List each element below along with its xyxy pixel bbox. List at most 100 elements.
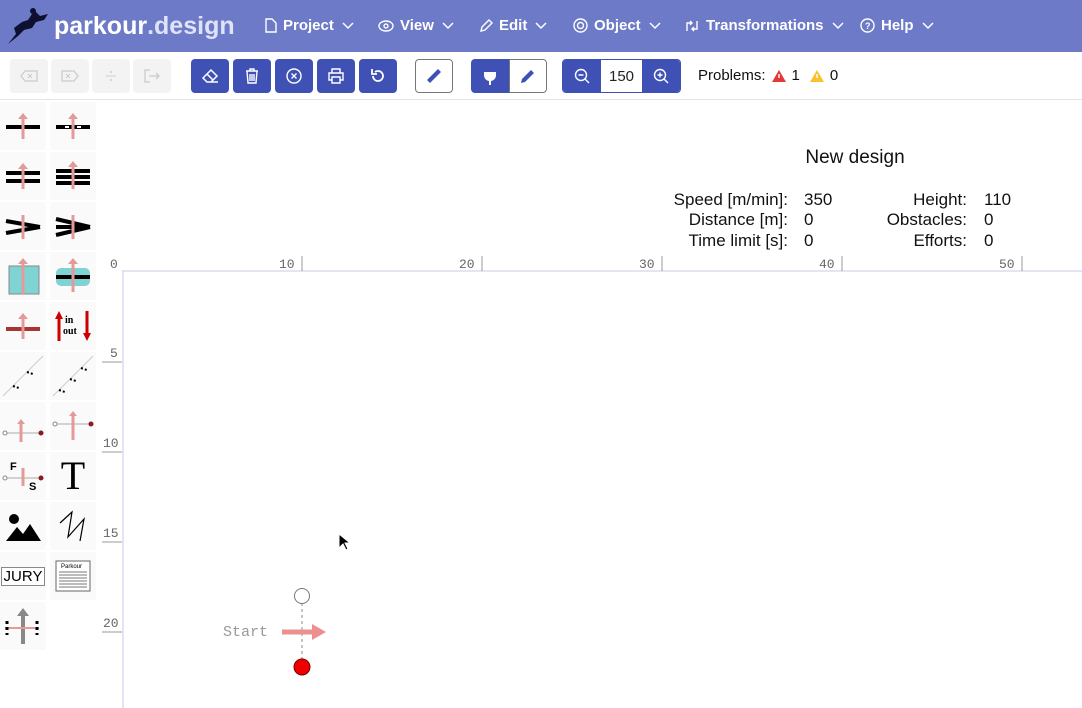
brand-name: parkour [54, 11, 148, 40]
zoom-in-icon [653, 68, 669, 84]
parkour-label: Parkour [61, 564, 82, 570]
text-icon: T [60, 453, 86, 498]
image-icon [6, 514, 41, 541]
tool-combination-triple[interactable] [50, 202, 96, 250]
warning-count: 0 [829, 67, 839, 84]
tool-finish[interactable] [50, 402, 96, 450]
tool-start[interactable] [0, 402, 46, 450]
wedge-oxer-icon [5, 215, 41, 239]
tool-parkour-table[interactable]: Parkour [50, 552, 96, 600]
start-finish-icon: FS [2, 461, 44, 493]
ruler-x-label: 20 [459, 257, 475, 272]
zoom-out-button[interactable] [563, 60, 601, 92]
delete-right-button[interactable] [51, 59, 89, 93]
finish-line-icon [52, 411, 94, 440]
zoom-level-input[interactable]: 150 [601, 60, 642, 92]
efforts-label: Efforts: [913, 231, 967, 250]
tool-water[interactable] [0, 252, 46, 300]
plug-icon [484, 68, 496, 85]
error-count: 1 [791, 67, 800, 84]
measure-button[interactable] [415, 59, 453, 93]
distance-line-icon [2, 355, 44, 397]
start-flag-white[interactable] [294, 588, 310, 604]
zoom-in-button[interactable] [642, 60, 680, 92]
menu-help[interactable]: ? Help [860, 17, 940, 34]
eraser-icon [201, 68, 219, 83]
menu-label: Edit [499, 17, 528, 34]
menu-object[interactable]: Object [573, 17, 667, 34]
in-label: in [65, 315, 74, 326]
tool-triple-bar[interactable] [50, 152, 96, 200]
logo[interactable]: parkour .design [6, 6, 235, 46]
start-label: Start [223, 624, 269, 641]
tool-liverpool[interactable] [50, 252, 96, 300]
file-icon [265, 18, 277, 33]
eye-icon [378, 19, 394, 32]
zigzag-path-icon [59, 510, 85, 542]
tool-image[interactable] [0, 502, 46, 550]
tool-combination[interactable] [0, 202, 46, 250]
tool-vertical-split[interactable] [50, 102, 96, 150]
menu-label: Project [283, 17, 334, 34]
ruler-y-label: 20 [103, 616, 119, 631]
menu-label: Object [594, 17, 641, 34]
menu-project[interactable]: Project [265, 17, 360, 34]
ruler-y-label: 15 [103, 526, 119, 541]
svg-text:?: ? [865, 21, 871, 31]
print-button[interactable] [317, 59, 355, 93]
ruler-y-label: 10 [103, 436, 119, 451]
s-label: S [29, 481, 36, 493]
time-limit-value: 0 [804, 231, 814, 250]
tool-oxer[interactable] [0, 152, 46, 200]
ruler-icon [427, 69, 441, 83]
eraser-button[interactable] [191, 59, 229, 93]
toolbar: 150 [0, 52, 1082, 100]
tool-wall[interactable] [0, 302, 46, 350]
tool-text[interactable]: T [50, 452, 96, 500]
draw-button[interactable] [509, 59, 547, 93]
tool-crossing[interactable] [0, 602, 46, 650]
wall-icon [6, 313, 40, 339]
obstacles-label: Obstacles: [886, 210, 967, 229]
undo-icon [371, 69, 384, 82]
speed-value: 350 [804, 190, 833, 209]
ruler-y-label: 5 [110, 346, 118, 361]
exit-button[interactable] [133, 59, 171, 93]
trash-button[interactable] [233, 59, 271, 93]
connect-button[interactable] [471, 59, 509, 93]
trash-icon [246, 68, 258, 84]
speed-label: Speed [m/min]: [673, 190, 788, 209]
design-canvas[interactable]: 0 10 20 30 40 50 5 10 15 20 Start [100, 100, 1082, 708]
tool-path[interactable] [50, 502, 96, 550]
tool-distance-multi[interactable] [50, 352, 96, 400]
menu-view[interactable]: View [378, 17, 460, 34]
problems-indicator[interactable]: Problems: 1 0 [698, 67, 838, 84]
warning-triangle-icon [809, 69, 824, 82]
efforts-value: 0 [984, 231, 994, 250]
tool-jury[interactable]: JURY [0, 552, 46, 600]
chevron-down-icon [442, 21, 454, 29]
delete-left-button[interactable] [10, 59, 48, 93]
out-label: out [63, 326, 78, 337]
divide-button[interactable] [92, 59, 130, 93]
tool-in-out[interactable]: in out [50, 302, 96, 350]
design-title[interactable]: New design [805, 147, 905, 168]
backspace-icon [20, 70, 38, 82]
clear-button[interactable] [275, 59, 313, 93]
parkour-table-icon: Parkour [55, 560, 91, 592]
start-flag-red[interactable] [293, 658, 311, 676]
menu-transformations[interactable]: Transformations [684, 17, 850, 34]
start-line-icon [2, 419, 44, 442]
ruler-x-label: 40 [819, 257, 835, 272]
ruler-lines [102, 256, 1082, 708]
jury-icon: JURY [0, 566, 46, 586]
distance-value: 0 [804, 210, 814, 229]
undo-button[interactable] [359, 59, 397, 93]
tool-vertical[interactable] [0, 102, 46, 150]
pencil-icon [480, 18, 493, 32]
transform-icon [686, 20, 698, 31]
f-label: F [10, 461, 17, 473]
tool-distance[interactable] [0, 352, 46, 400]
menu-edit[interactable]: Edit [479, 17, 553, 34]
